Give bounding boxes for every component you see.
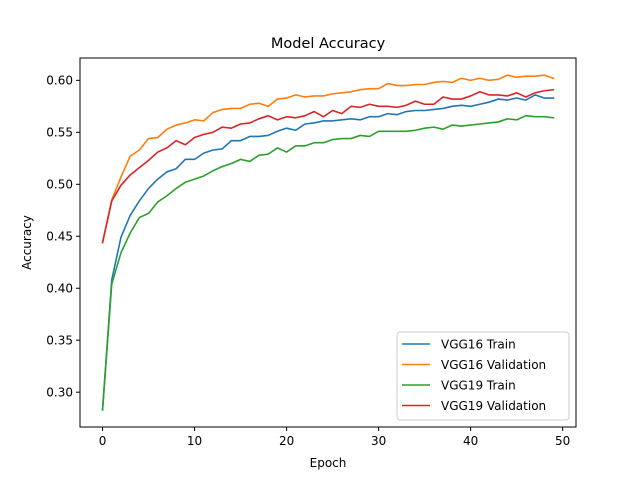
y-tick-label: 0.30 bbox=[46, 385, 73, 399]
x-tick-label: 10 bbox=[187, 434, 202, 448]
y-tick-label: 0.35 bbox=[46, 334, 73, 348]
y-tick-label: 0.60 bbox=[46, 74, 73, 88]
legend: VGG16 Train VGG16 Validation VGG19 Train VG… bbox=[396, 331, 570, 421]
y-axis-label: Accuracy bbox=[20, 215, 34, 270]
legend-label-3: VGG19 Validation bbox=[441, 399, 546, 413]
y-tick-label: 0.50 bbox=[46, 178, 73, 192]
x-tick-label: 0 bbox=[99, 434, 107, 448]
x-axis: 0 10 20 30 40 50 bbox=[99, 427, 570, 448]
legend-label-1: VGG16 Validation bbox=[441, 358, 546, 372]
legend-label-0: VGG16 Train bbox=[441, 337, 516, 351]
x-tick-label: 50 bbox=[555, 434, 570, 448]
x-tick-label: 30 bbox=[371, 434, 386, 448]
y-axis: 0.30 0.35 0.40 0.45 0.50 0.55 0.60 bbox=[46, 74, 80, 399]
legend-label-2: VGG19 Train bbox=[441, 378, 516, 392]
series-line-1 bbox=[101, 74, 555, 244]
chart-title: Model Accuracy bbox=[271, 36, 386, 52]
series-line-3 bbox=[101, 88, 555, 244]
legend-frame bbox=[396, 331, 570, 421]
series-line-0 bbox=[101, 94, 555, 411]
y-tick-label: 0.45 bbox=[46, 230, 73, 244]
y-tick-label: 0.40 bbox=[46, 282, 73, 296]
x-tick-label: 40 bbox=[463, 434, 478, 448]
x-tick-label: 20 bbox=[279, 434, 294, 448]
series-layer bbox=[101, 74, 555, 411]
x-axis-label: Epoch bbox=[310, 456, 347, 470]
plot-frame bbox=[79, 57, 577, 428]
y-tick-label: 0.55 bbox=[46, 126, 73, 140]
series-line-2 bbox=[101, 114, 555, 411]
